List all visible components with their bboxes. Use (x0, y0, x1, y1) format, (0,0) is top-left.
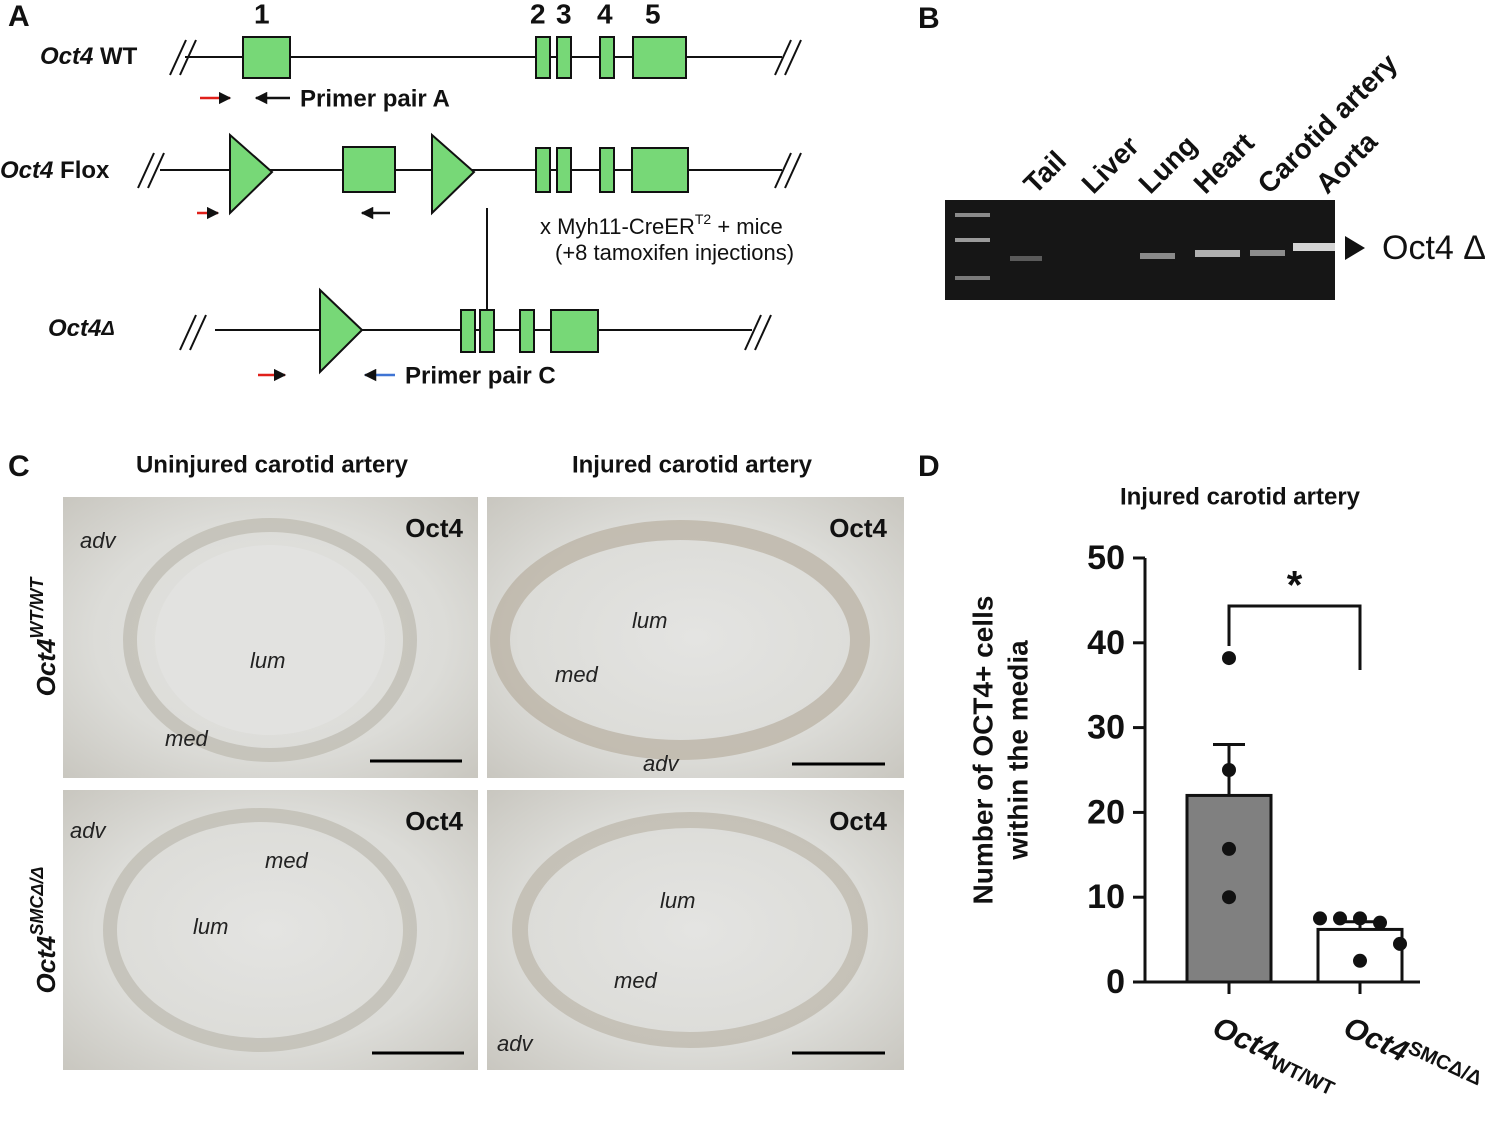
data-point (1373, 915, 1387, 930)
stain-label: Oct4 (829, 806, 887, 836)
significance: * (1287, 564, 1303, 608)
cross-label: x Myh11-CreERT2 + mice (540, 211, 783, 239)
panel-label: B (918, 2, 940, 35)
data-point (1222, 763, 1236, 777)
region-label: med (555, 662, 599, 687)
panel-label: A (8, 0, 30, 33)
y-tick-label: 30 (1087, 709, 1125, 747)
gene: Oct4 (31, 638, 61, 696)
allele-label: Oct4 WT (40, 43, 138, 70)
region-label: adv (643, 751, 680, 776)
lane-label: Lung (1133, 129, 1203, 199)
gene: Oct4 (48, 315, 101, 342)
y-tick-label: 10 (1087, 878, 1125, 916)
y-axis-label: Number of OCT4+ cells (967, 596, 998, 905)
region-label: lum (250, 648, 285, 673)
exon-number: 4 (597, 0, 613, 29)
data-point (1222, 841, 1236, 856)
region-label: lum (632, 608, 667, 633)
cross-sup: T2 (695, 211, 712, 227)
row-label: Oct4WT/WT (27, 576, 61, 697)
panel-label: C (8, 450, 30, 483)
exon-number: 5 (645, 0, 661, 29)
gene: Oct4 (0, 157, 53, 184)
stain-label: Oct4 (405, 806, 463, 836)
cross-text: x Myh11-CreER (540, 214, 695, 239)
allele: Flox (60, 157, 110, 184)
lane-labels: Tail Liver Lung Heart Carotid artery Aor… (1018, 47, 1404, 199)
region-label: adv (70, 818, 107, 843)
panel-c: C Uninjured carotid artery Injured carot… (8, 450, 904, 1070)
panel-b: B Tail Liver Lung Heart Carotid artery A… (918, 2, 1486, 300)
data-point (1313, 911, 1327, 926)
y-tick-label: 0 (1106, 963, 1125, 1001)
exon-number: 1 (254, 0, 270, 29)
data-point (1222, 651, 1236, 666)
primer-label: Primer pair C (405, 362, 556, 389)
panel-a: A 1 2 3 4 5 Oct4 WT Primer pair A Oct4 F… (0, 0, 802, 389)
gene: Oct4 (40, 43, 93, 70)
micrograph: Oct4 lum med adv (487, 790, 904, 1070)
region-label: lum (193, 914, 228, 939)
exon-number: 2 (530, 0, 546, 29)
genotype: SMCΔ/Δ (27, 867, 47, 936)
data-point (1333, 911, 1347, 926)
region-label: med (614, 968, 658, 993)
allele-label: Oct4 Flox (0, 157, 110, 184)
y-axis-label: within the media (1002, 640, 1033, 861)
panel-d: D Injured carotid artery Number of OCT4+… (918, 450, 1485, 1102)
genotype: WT/WT (27, 576, 47, 639)
region-label: med (165, 726, 209, 751)
x-tick-label: Oct4WT/WT (1206, 1011, 1343, 1101)
tamoxifen-label: (+8 tamoxifen injections) (555, 240, 794, 265)
chart-title: Injured carotid artery (1120, 483, 1361, 510)
x-tick-label: Oct4SMCΔ/Δ (1339, 1009, 1485, 1102)
row-label: Oct4SMCΔ/Δ (27, 867, 61, 994)
allele: WT (100, 43, 138, 70)
region-label: med (265, 848, 309, 873)
allele: Δ (100, 318, 114, 340)
data-point (1353, 953, 1367, 968)
data-point (1353, 911, 1367, 926)
lane-label: Liver (1076, 130, 1145, 199)
gel (945, 200, 1335, 300)
stain-label: Oct4 (829, 513, 887, 543)
lane-label: Heart (1188, 127, 1261, 200)
y-tick-label: 50 (1087, 539, 1125, 577)
gene: Oct4 (31, 935, 61, 993)
band-label: Oct4 Δ (1382, 229, 1486, 267)
region-label: adv (497, 1031, 534, 1056)
exon-number: 3 (556, 0, 572, 29)
data-point (1393, 936, 1407, 951)
y-tick-label: 20 (1087, 793, 1125, 831)
significance-bracket (1227, 604, 1362, 670)
region-label: adv (80, 528, 117, 553)
allele-label: Oct4Δ (48, 315, 115, 342)
panel-label: D (918, 450, 940, 483)
micrograph: Oct4 adv lum med (63, 497, 478, 778)
column-header: Injured carotid artery (572, 451, 813, 478)
exon-numbers: 1 2 3 4 5 (254, 0, 661, 29)
y-tick-label: 40 (1087, 624, 1125, 662)
stain-label: Oct4 (405, 513, 463, 543)
wt-construct: Primer pair A (169, 36, 802, 112)
lane-label: Tail (1018, 145, 1073, 200)
gene: Oct4 (1339, 1011, 1414, 1069)
genotype: WT/WT (1267, 1052, 1338, 1101)
column-header: Uninjured carotid artery (136, 451, 409, 478)
data-point (1222, 890, 1236, 905)
delta-construct: Primer pair C (179, 287, 772, 389)
primer-label: Primer pair A (300, 85, 450, 112)
genotype: SMCΔ/Δ (1404, 1037, 1485, 1090)
micrograph: Oct4 adv med lum (63, 790, 478, 1070)
cross-text: + mice (711, 214, 783, 239)
flox-construct (137, 132, 802, 321)
bar (1185, 793, 1273, 984)
region-label: lum (660, 888, 695, 913)
micrograph: Oct4 lum med adv (487, 497, 904, 778)
